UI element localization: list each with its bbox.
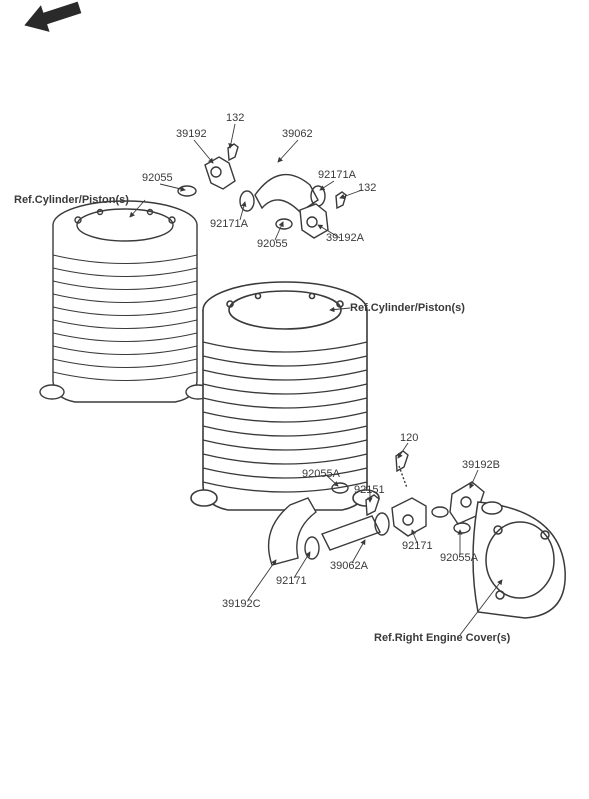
parts-diagram-svg bbox=[0, 0, 589, 799]
cylinder-right bbox=[191, 282, 379, 510]
ref-ref2: Ref.Cylinder/Piston(s) bbox=[350, 302, 465, 314]
callout-39192: 39192 bbox=[176, 128, 207, 140]
diagram-canvas: Partsrepublik bbox=[0, 0, 589, 799]
callout-92055b: 92055 bbox=[257, 238, 288, 250]
callout-92055Ab: 92055A bbox=[440, 552, 478, 564]
callout-132a: 132 bbox=[226, 112, 244, 124]
callout-120: 120 bbox=[400, 432, 418, 444]
cylinder-left bbox=[40, 201, 210, 402]
callout-92171Ab: 92171A bbox=[210, 218, 248, 230]
callout-92171b: 92171 bbox=[276, 575, 307, 587]
callout-39062A: 39062A bbox=[330, 560, 368, 572]
callout-92151: 92151 bbox=[354, 484, 385, 496]
callout-132b: 132 bbox=[358, 182, 376, 194]
ref-ref1: Ref.Cylinder/Piston(s) bbox=[14, 194, 129, 206]
callout-39062: 39062 bbox=[282, 128, 313, 140]
callout-39192C: 39192C bbox=[222, 598, 261, 610]
callout-39192B: 39192B bbox=[462, 459, 500, 471]
callout-39192A: 39192A bbox=[326, 232, 364, 244]
ref-ref3: Ref.Right Engine Cover(s) bbox=[374, 632, 510, 644]
callout-92055Aa: 92055A bbox=[302, 468, 340, 480]
callout-92055: 92055 bbox=[142, 172, 173, 184]
page-arrow bbox=[20, 0, 84, 39]
callout-92171Aa: 92171A bbox=[318, 169, 356, 181]
upper-hose-assembly bbox=[178, 144, 346, 238]
callout-92171a: 92171 bbox=[402, 540, 433, 552]
